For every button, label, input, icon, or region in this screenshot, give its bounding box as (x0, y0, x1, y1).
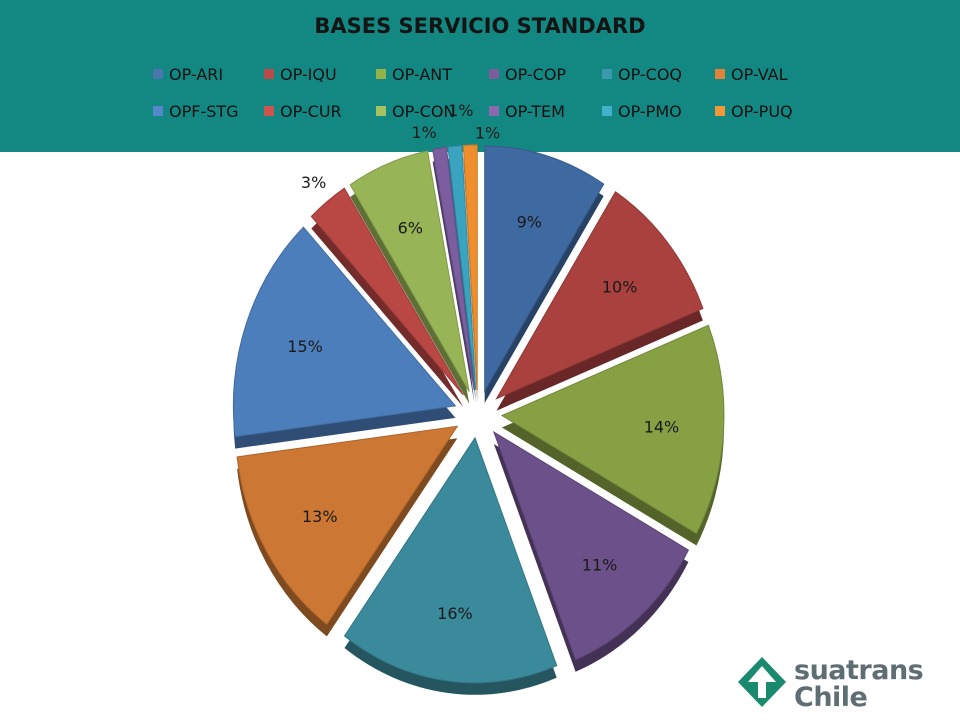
legend-label: OP-CUR (280, 101, 342, 121)
header-band: BASES SERVICIO STANDARD OP-ARI OP-IQU OP-A… (0, 0, 960, 152)
pie-slice (432, 146, 475, 391)
pie-slice (310, 187, 464, 396)
legend-label: OP-PMO (618, 101, 682, 121)
legend-swatch (489, 106, 499, 116)
pie-slice (343, 436, 558, 684)
legend-item: OP-TEM (489, 99, 602, 123)
legend-label: OP-CON (392, 101, 456, 121)
pie-slice (462, 144, 478, 391)
slice-data-label: 13% (302, 507, 338, 526)
legend-item: OP-ARI (153, 62, 264, 86)
legend-label: OP-ARI (169, 64, 224, 84)
slice-data-label: 15% (287, 337, 323, 356)
legend-item: OP-VAL (715, 62, 833, 86)
legend-swatch (489, 69, 499, 79)
slice-data-label: 11% (582, 555, 618, 574)
chart-title: BASES SERVICIO STANDARD (314, 14, 646, 38)
slice-data-label: 9% (517, 213, 542, 232)
legend-item: OP-IQU (264, 62, 376, 86)
legend-label: OP-ANT (392, 64, 452, 84)
legend-item: OPF-STG (153, 99, 264, 123)
legend-swatch (264, 106, 274, 116)
legend-item: OP-CON (376, 99, 489, 123)
legend-label: OP-COQ (618, 64, 683, 84)
pie-slice (492, 430, 690, 661)
legend-label: OP-PUQ (731, 101, 793, 121)
pie-slice (232, 226, 457, 438)
chart-legend: OP-ARI OP-IQU OP-ANT OP-COP OP-COQ OP-VAL OPF-… (153, 62, 833, 123)
pie-slice (349, 150, 470, 392)
slice-data-label: 3% (301, 173, 326, 192)
legend-swatch (264, 69, 274, 79)
legend-label: OP-VAL (731, 64, 788, 84)
legend-item: OP-PMO (602, 99, 715, 123)
legend-label: OP-TEM (505, 101, 565, 121)
legend-swatch (153, 69, 163, 79)
pie-slice-side (432, 159, 475, 403)
logo-text-line1: suatrans (794, 655, 924, 686)
pie-slice (447, 145, 477, 391)
legend-swatch (376, 69, 386, 79)
logo-diamond-icon (738, 657, 786, 707)
slice-data-label: 1% (448, 101, 473, 120)
slice-data-label: 6% (398, 219, 423, 238)
legend-swatch (715, 69, 725, 79)
pie-slice (500, 324, 725, 535)
legend-item: OP-COP (489, 62, 602, 86)
slice-data-label: 1% (475, 124, 500, 143)
legend-item: OP-COQ (602, 62, 715, 86)
legend-swatch (376, 106, 386, 116)
legend-item: OP-PUQ (715, 99, 833, 123)
legend-swatch (602, 69, 612, 79)
legend-swatch (153, 106, 163, 116)
pie-slice (236, 425, 459, 626)
legend-swatch (602, 106, 612, 116)
slice-data-label: 16% (437, 604, 473, 623)
legend-item: OP-CUR (264, 99, 376, 123)
pie-slice (495, 191, 704, 400)
slice-data-label: 10% (602, 277, 638, 296)
legend-swatch (715, 106, 725, 116)
legend-label: OP-COP (505, 64, 567, 84)
slice-data-label: 14% (644, 418, 680, 437)
legend-label: OPF-STG (169, 101, 239, 121)
pie-slice (484, 145, 605, 393)
legend-label: OP-IQU (280, 64, 337, 84)
slice-data-label: 1% (411, 123, 436, 142)
suatrans-logo: suatrans Chile (736, 655, 936, 715)
legend-item: OP-ANT (376, 62, 489, 86)
logo-text-line2: Chile (794, 682, 868, 713)
